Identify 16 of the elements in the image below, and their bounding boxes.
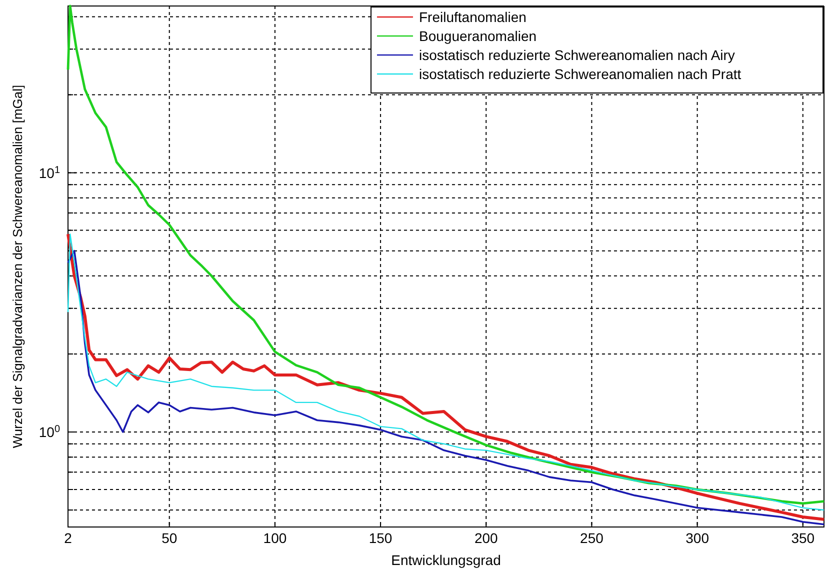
y-tick-label: 10$^{1}$ <box>38 164 60 181</box>
x-tick-label: 150 <box>368 530 392 546</box>
x-tick-label: 50 <box>162 530 178 546</box>
x-tick-label: 250 <box>580 530 604 546</box>
x-tick-label: 300 <box>686 530 710 546</box>
y-tick-label: 10$^{0}$ <box>38 423 60 440</box>
legend-label: isostatisch reduzierte Schwereanomalien nach Airy <box>419 47 735 63</box>
x-axis-title: Entwicklungsgrad <box>391 552 501 568</box>
x-tick-label: 100 <box>263 530 287 546</box>
x-tick-label: 200 <box>474 530 498 546</box>
legend-label: isostatisch reduzierte Schwereanomalien nach Pratt <box>419 66 742 82</box>
x-tick-label: 350 <box>791 530 815 546</box>
legend-label: Bougueranomalien <box>419 28 537 44</box>
y-axis-title: Wurzel der Signalgradvarianzen der Schwereanomalien [mGal] <box>10 84 25 448</box>
x-tick-label: 2 <box>64 530 72 546</box>
legend-label: Freiluftanomalien <box>419 9 526 25</box>
